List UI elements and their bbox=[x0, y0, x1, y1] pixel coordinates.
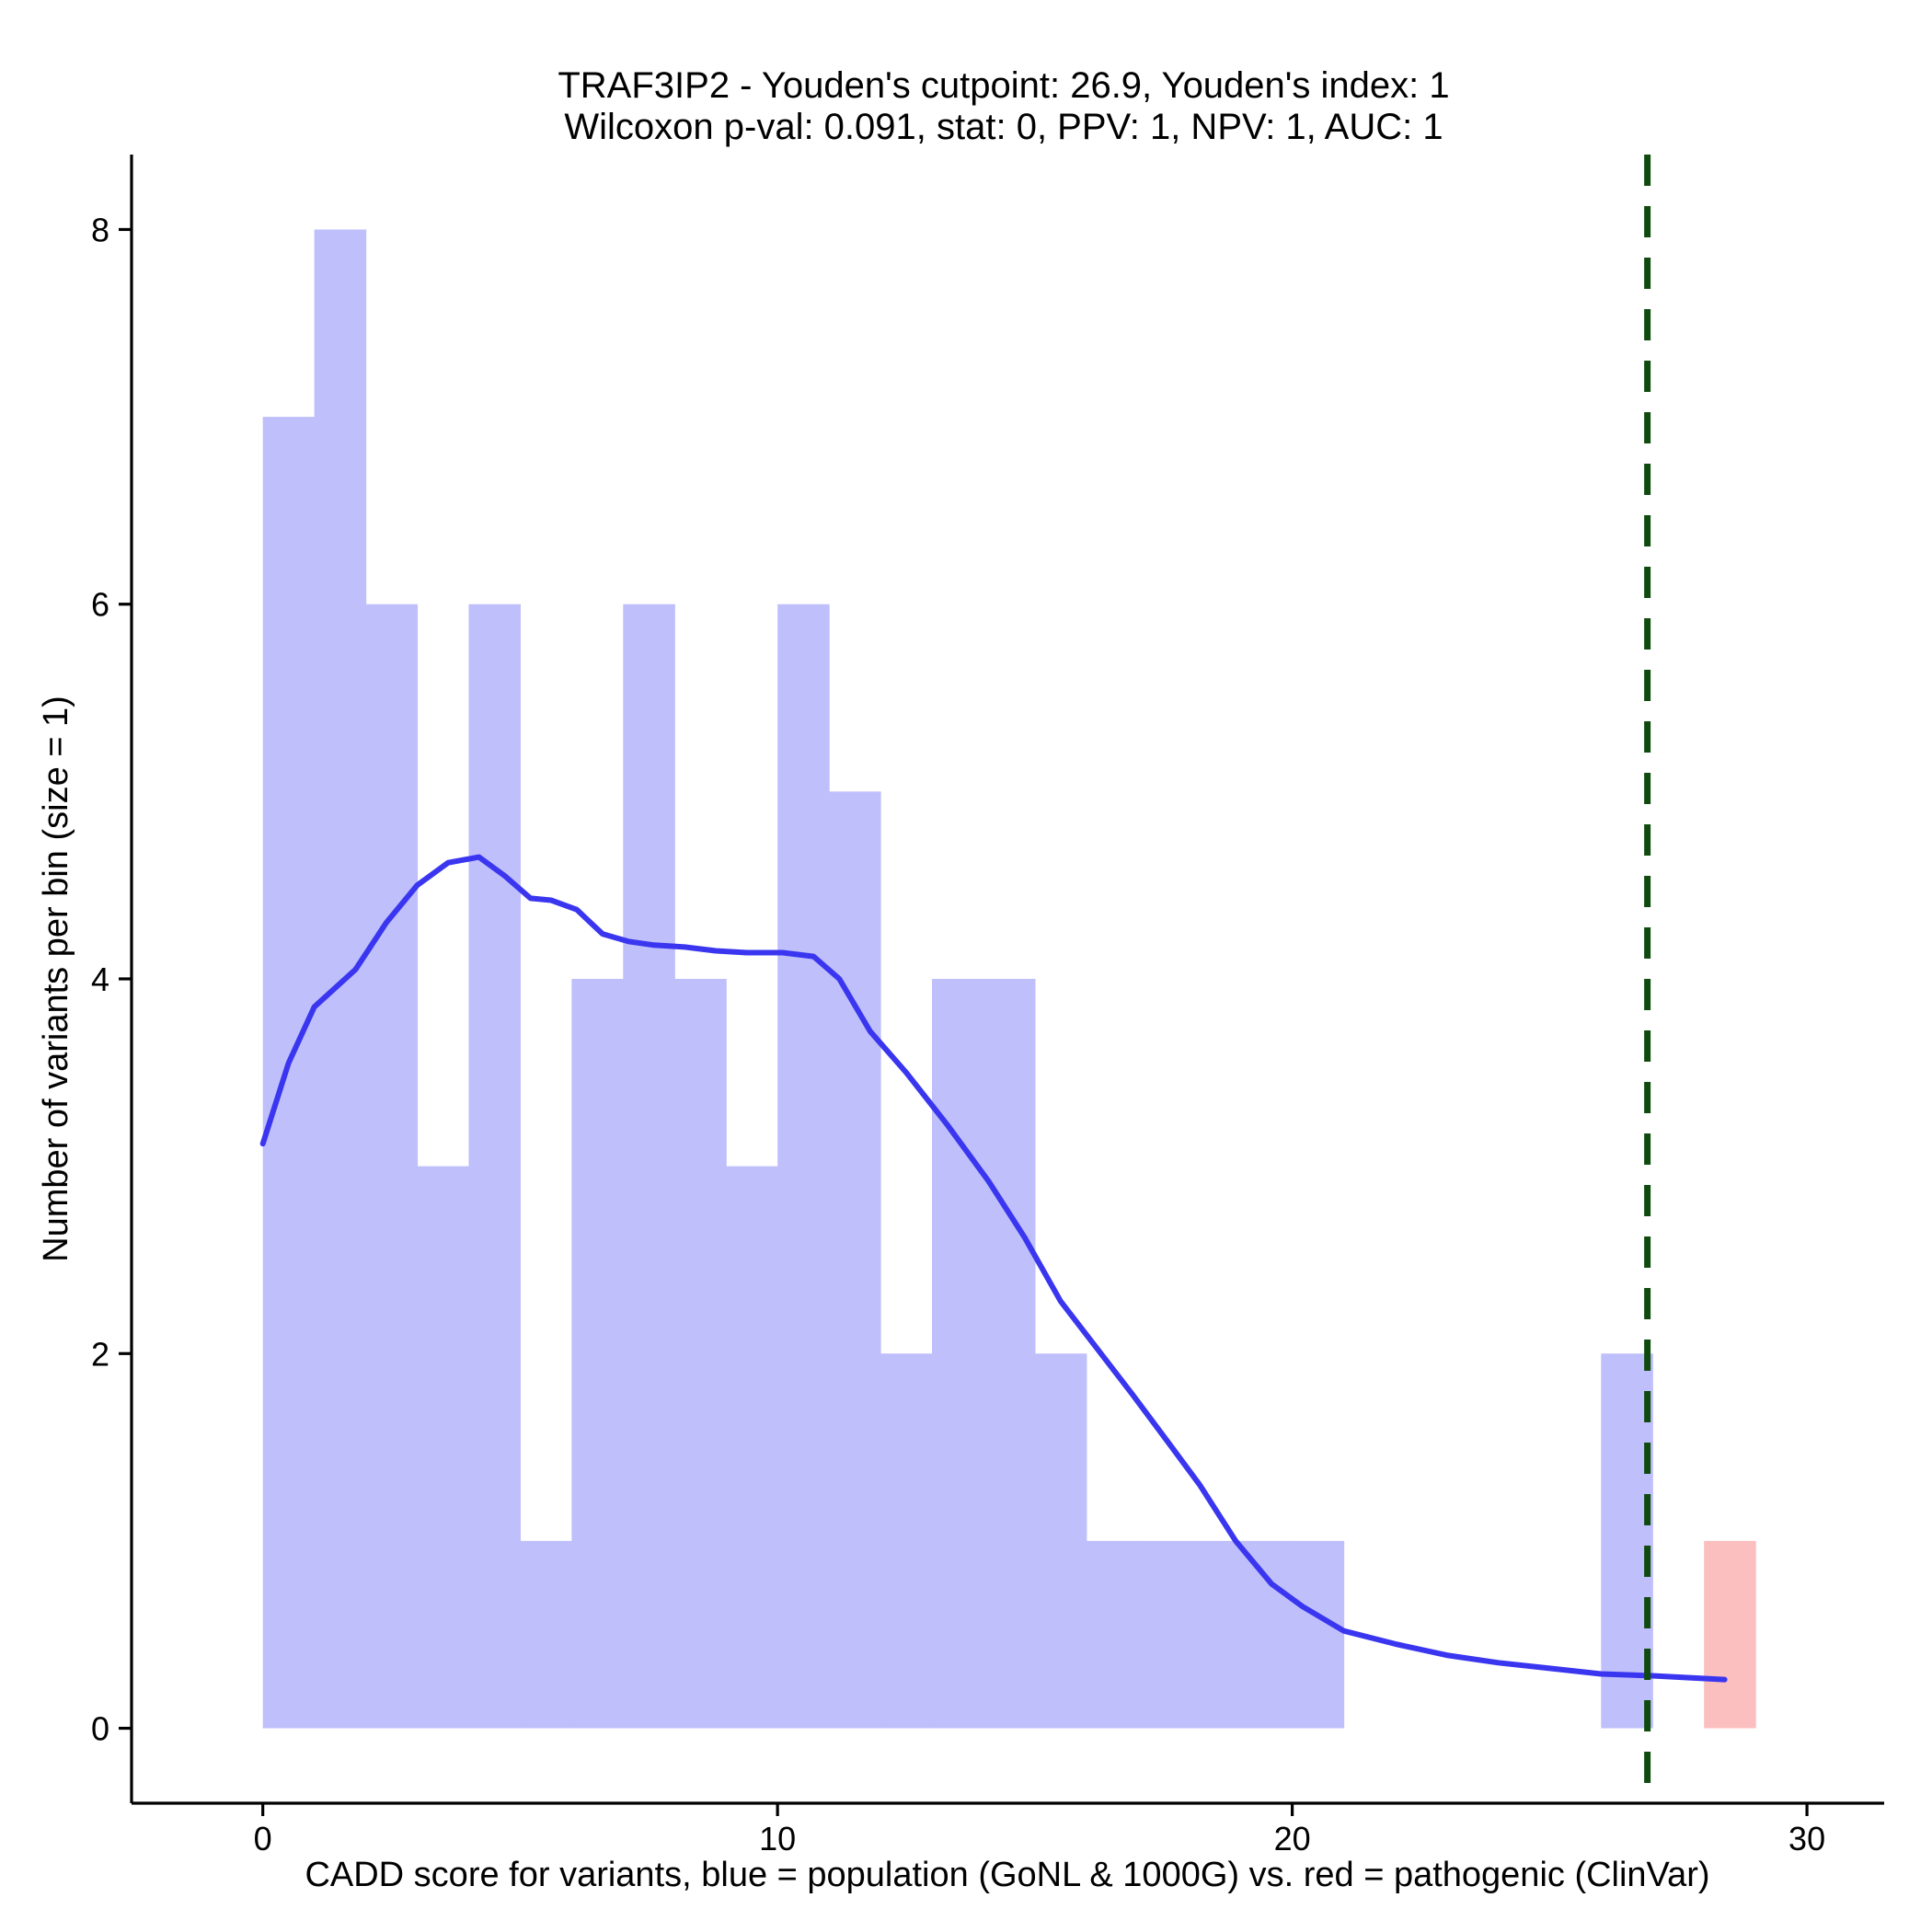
population-bar bbox=[1086, 1540, 1139, 1729]
population-bar bbox=[571, 979, 624, 1729]
population-bar bbox=[931, 979, 984, 1729]
population-bar bbox=[314, 229, 367, 1729]
population-bar bbox=[726, 1166, 778, 1729]
chart-title-line-1: TRAF3IP2 - Youden's cutpoint: 26.9, Youd… bbox=[558, 65, 1449, 106]
population-bar bbox=[1292, 1540, 1345, 1729]
population-bar bbox=[983, 979, 1036, 1729]
population-bar bbox=[468, 604, 522, 1729]
y-tick-label: 4 bbox=[91, 960, 109, 998]
x-tick-label: 20 bbox=[1274, 1820, 1311, 1857]
y-tick-label: 8 bbox=[91, 211, 109, 248]
population-bar bbox=[1240, 1540, 1294, 1729]
x-tick-label: 10 bbox=[759, 1820, 796, 1857]
histogram-bars bbox=[262, 229, 1756, 1729]
chart-title-line-2: Wilcoxon p-val: 0.091, stat: 0, PPV: 1, … bbox=[564, 107, 1443, 147]
population-bar bbox=[262, 417, 316, 1729]
x-tick-label: 0 bbox=[254, 1820, 272, 1857]
population-bar bbox=[880, 1353, 933, 1729]
population-bar bbox=[1137, 1540, 1190, 1729]
pathogenic-bar bbox=[1704, 1540, 1756, 1729]
y-axis-title: Number of variants per bin (size = 1) bbox=[37, 696, 75, 1262]
population-bar bbox=[520, 1540, 572, 1729]
y-tick-label: 2 bbox=[91, 1335, 109, 1373]
chart-title: TRAF3IP2 - Youden's cutpoint: 26.9, Youd… bbox=[558, 65, 1449, 147]
population-bar bbox=[674, 979, 727, 1729]
population-bar bbox=[829, 791, 881, 1729]
population-bar bbox=[623, 604, 675, 1729]
population-bar bbox=[365, 604, 419, 1729]
x-axis-ticks: 0 10 20 30 bbox=[254, 1803, 1825, 1857]
y-tick-label: 6 bbox=[91, 586, 109, 624]
density-curve bbox=[259, 854, 1728, 1683]
density-curve-layer bbox=[259, 854, 1728, 1683]
population-bar bbox=[777, 604, 830, 1729]
population-bar bbox=[1034, 1353, 1087, 1729]
x-tick-label: 30 bbox=[1788, 1820, 1825, 1857]
population-bar bbox=[417, 1166, 470, 1729]
population-bar bbox=[1189, 1540, 1242, 1729]
y-tick-label: 0 bbox=[91, 1710, 109, 1748]
x-axis-title: CADD score for variants, blue = populati… bbox=[305, 1856, 1709, 1894]
y-axis-ticks: 0 2 4 6 8 bbox=[91, 211, 132, 1748]
